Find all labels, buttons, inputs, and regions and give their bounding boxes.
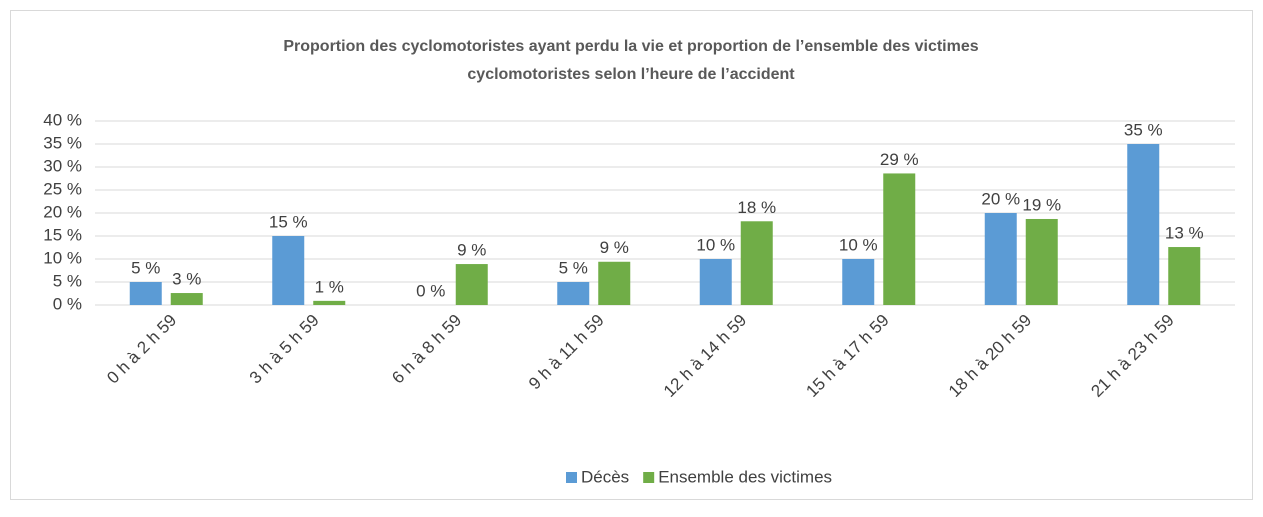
legend-label: Décès [581,467,629,486]
value-label: 19 % [1022,195,1061,214]
bar [313,300,346,305]
legend-label: Ensemble des victimes [658,467,832,486]
value-label: 5 % [559,258,588,277]
value-label: 35 % [1124,120,1163,139]
y-tick-label: 25 % [43,179,82,198]
bar [557,282,590,305]
chart-title: Proportion des cyclomotoristes ayant per… [283,38,978,55]
bar [984,213,1017,305]
value-label: 10 % [696,235,735,254]
chart-title: cyclomotoristes selon l’heure de l’accid… [467,66,795,83]
value-label: 3 % [172,270,201,289]
bar [842,259,875,305]
y-tick-label: 10 % [43,248,82,267]
y-tick-label: 35 % [43,133,82,152]
y-tick-label: 20 % [43,202,82,221]
value-label: 9 % [600,238,629,257]
y-tick-label: 30 % [43,156,82,175]
value-label: 29 % [880,150,919,169]
chart-border [10,10,1253,500]
y-tick-label: 15 % [43,225,82,244]
bar [1025,218,1058,305]
bar [272,236,305,305]
value-label: 5 % [131,258,160,277]
value-label: 13 % [1165,224,1204,243]
value-label: 0 % [416,281,445,300]
bar [1127,144,1160,305]
value-label: 10 % [839,235,878,254]
bar [129,282,162,305]
bar [598,261,631,305]
value-label: 15 % [269,212,308,231]
bar [883,173,916,305]
bar [170,293,203,305]
y-tick-label: 0 % [53,294,82,313]
bar [1168,247,1201,305]
bar [455,264,488,305]
bar [740,221,773,305]
y-tick-label: 40 % [43,110,82,129]
legend-swatch [566,472,577,483]
value-label: 18 % [737,198,776,217]
y-tick-label: 5 % [53,271,82,290]
value-label: 1 % [315,277,344,296]
legend-swatch [643,472,655,483]
value-label: 9 % [457,241,486,260]
value-label: 20 % [981,189,1020,208]
bar [699,259,732,305]
